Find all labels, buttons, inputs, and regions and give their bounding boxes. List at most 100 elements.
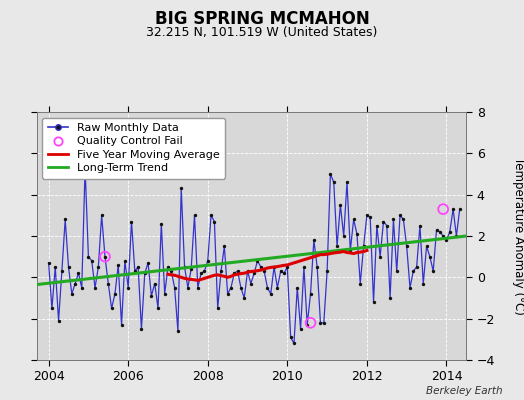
Point bbox=[340, 233, 348, 239]
Point bbox=[197, 270, 205, 276]
Text: 32.215 N, 101.519 W (United States): 32.215 N, 101.519 W (United States) bbox=[146, 26, 378, 39]
Point bbox=[144, 260, 152, 266]
Text: BIG SPRING MCMAHON: BIG SPRING MCMAHON bbox=[155, 10, 369, 28]
Point bbox=[94, 264, 103, 270]
Point bbox=[330, 179, 338, 186]
Point bbox=[263, 284, 271, 291]
Point bbox=[223, 291, 232, 297]
Point bbox=[167, 268, 176, 274]
Point bbox=[363, 212, 371, 218]
Point bbox=[260, 268, 268, 274]
Point bbox=[376, 254, 384, 260]
Point bbox=[290, 340, 298, 347]
Point bbox=[253, 258, 261, 264]
Point bbox=[313, 264, 321, 270]
Point bbox=[369, 299, 378, 305]
Point bbox=[406, 284, 414, 291]
Point bbox=[247, 280, 255, 287]
Point bbox=[359, 243, 368, 250]
Point bbox=[287, 334, 295, 340]
Point bbox=[150, 280, 159, 287]
Point bbox=[117, 322, 126, 328]
Point bbox=[323, 268, 331, 274]
Point bbox=[101, 254, 109, 260]
Point bbox=[429, 268, 438, 274]
Point bbox=[449, 206, 457, 212]
Point bbox=[379, 218, 388, 225]
Point bbox=[147, 293, 156, 299]
Point bbox=[416, 222, 424, 229]
Y-axis label: Temperature Anomaly (°C): Temperature Anomaly (°C) bbox=[512, 157, 524, 315]
Point bbox=[326, 171, 335, 177]
Point bbox=[233, 268, 242, 274]
Point bbox=[84, 254, 93, 260]
Point bbox=[154, 305, 162, 312]
Point bbox=[130, 268, 139, 274]
Point bbox=[257, 264, 265, 270]
Point bbox=[111, 291, 119, 297]
Legend: Raw Monthly Data, Quality Control Fail, Five Year Moving Average, Long-Term Tren: Raw Monthly Data, Quality Control Fail, … bbox=[42, 118, 225, 179]
Point bbox=[422, 243, 431, 250]
Point bbox=[343, 179, 351, 186]
Point bbox=[267, 291, 275, 297]
Point bbox=[114, 262, 123, 268]
Point bbox=[280, 270, 288, 276]
Point bbox=[190, 212, 199, 218]
Point bbox=[203, 258, 212, 264]
Point bbox=[230, 270, 238, 276]
Point bbox=[91, 284, 99, 291]
Point bbox=[180, 264, 189, 270]
Point bbox=[336, 202, 345, 208]
Point bbox=[220, 243, 228, 250]
Point bbox=[45, 165, 53, 171]
Point bbox=[402, 243, 411, 250]
Point bbox=[366, 214, 374, 221]
Point bbox=[51, 264, 59, 270]
Point bbox=[383, 222, 391, 229]
Point bbox=[356, 280, 365, 287]
Point bbox=[160, 291, 169, 297]
Point bbox=[217, 268, 225, 274]
Point bbox=[104, 280, 113, 287]
Point bbox=[81, 165, 89, 171]
Point bbox=[300, 264, 308, 270]
Point bbox=[140, 270, 149, 276]
Point bbox=[273, 284, 281, 291]
Point bbox=[107, 305, 116, 312]
Point bbox=[389, 216, 398, 223]
Point bbox=[442, 237, 451, 243]
Point bbox=[64, 264, 73, 270]
Point bbox=[134, 264, 143, 270]
Point bbox=[127, 218, 136, 225]
Point bbox=[303, 322, 311, 328]
Point bbox=[250, 270, 258, 276]
Point bbox=[200, 268, 209, 274]
Point bbox=[445, 229, 454, 235]
Point bbox=[333, 243, 341, 250]
Point bbox=[455, 206, 464, 212]
Point bbox=[425, 254, 434, 260]
Point bbox=[164, 264, 172, 270]
Point bbox=[121, 258, 129, 264]
Point bbox=[320, 320, 328, 326]
Point bbox=[353, 231, 361, 237]
Point bbox=[58, 268, 66, 274]
Point bbox=[74, 270, 83, 276]
Point bbox=[68, 291, 76, 297]
Point bbox=[243, 268, 252, 274]
Point bbox=[346, 247, 355, 254]
Point bbox=[210, 218, 219, 225]
Point bbox=[310, 237, 318, 243]
Point bbox=[283, 264, 291, 270]
Point bbox=[157, 220, 166, 227]
Point bbox=[78, 284, 86, 291]
Point bbox=[277, 268, 285, 274]
Point bbox=[137, 326, 146, 332]
Point bbox=[293, 284, 301, 291]
Point bbox=[307, 291, 315, 297]
Point bbox=[174, 328, 182, 334]
Point bbox=[435, 229, 444, 235]
Point bbox=[396, 212, 404, 218]
Point bbox=[170, 284, 179, 291]
Point bbox=[386, 295, 394, 301]
